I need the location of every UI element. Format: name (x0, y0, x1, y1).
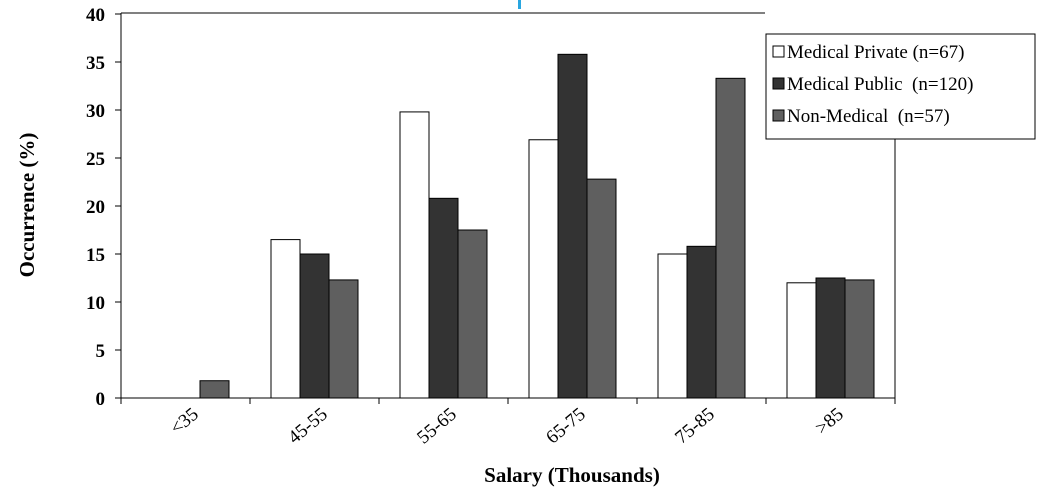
bar-5565-series2 (457, 229, 488, 399)
bar-7585-series1 (686, 245, 717, 399)
bar-4555-series1 (299, 253, 330, 399)
x-tick-label: 45-55 (284, 404, 331, 449)
bar-6575-series1 (557, 53, 588, 399)
bar-5565-series1 (428, 197, 459, 399)
y-tick-label: 30 (86, 101, 105, 122)
legend-swatch (772, 77, 785, 90)
legend-swatch (772, 45, 785, 58)
bar-4555-series0 (270, 239, 301, 399)
x-tick-label: 55-65 (413, 404, 460, 449)
legend-box (765, 33, 1036, 140)
legend-label: Non-Medical (n=57) (787, 106, 950, 127)
bar-85-series0 (786, 282, 817, 399)
y-axis-title: Occurrence (%) (15, 133, 39, 278)
bars (199, 53, 875, 399)
x-tick-label: 65-75 (542, 404, 589, 449)
bar-7585-series0 (657, 253, 688, 399)
y-tick-label: 20 (86, 197, 105, 218)
x-axis (120, 397, 896, 404)
y-tick-label: 35 (86, 53, 105, 74)
x-tick-labels: <35 45-55 55-65 65-75 75-85 >85 (166, 404, 847, 449)
y-tick-label: 5 (96, 341, 106, 362)
bar-7585-series2 (715, 77, 746, 399)
y-tick-label: 0 (96, 389, 106, 410)
x-tick-label: 75-85 (671, 404, 718, 449)
bar-4555-series2 (328, 279, 359, 399)
bar-5565-series0 (399, 111, 430, 399)
bar-85-series2 (844, 279, 875, 399)
bar-85-series1 (815, 277, 846, 399)
y-tick-label: 15 (86, 245, 105, 266)
bar-6575-series2 (586, 178, 617, 399)
y-tick-label: 10 (86, 293, 105, 314)
legend-label: Medical Private (n=67) (787, 42, 964, 63)
bar-6575-series0 (528, 139, 559, 399)
legend: Medical Private (n=67) Medical Public (n=… (765, 33, 1036, 398)
x-axis-title: Salary (Thousands) (484, 463, 660, 487)
bar-35-series2 (199, 380, 230, 399)
y-axis: 0 5 10 15 20 25 30 35 40 (86, 5, 122, 410)
legend-label: Medical Public (n=120) (787, 74, 973, 95)
legend-swatch (772, 109, 785, 122)
x-tick-label: >85 (811, 404, 847, 439)
x-tick-label: <35 (166, 404, 202, 439)
y-tick-label: 25 (86, 149, 105, 170)
y-tick-label: 40 (86, 5, 105, 26)
decorative-mark (518, 0, 521, 9)
